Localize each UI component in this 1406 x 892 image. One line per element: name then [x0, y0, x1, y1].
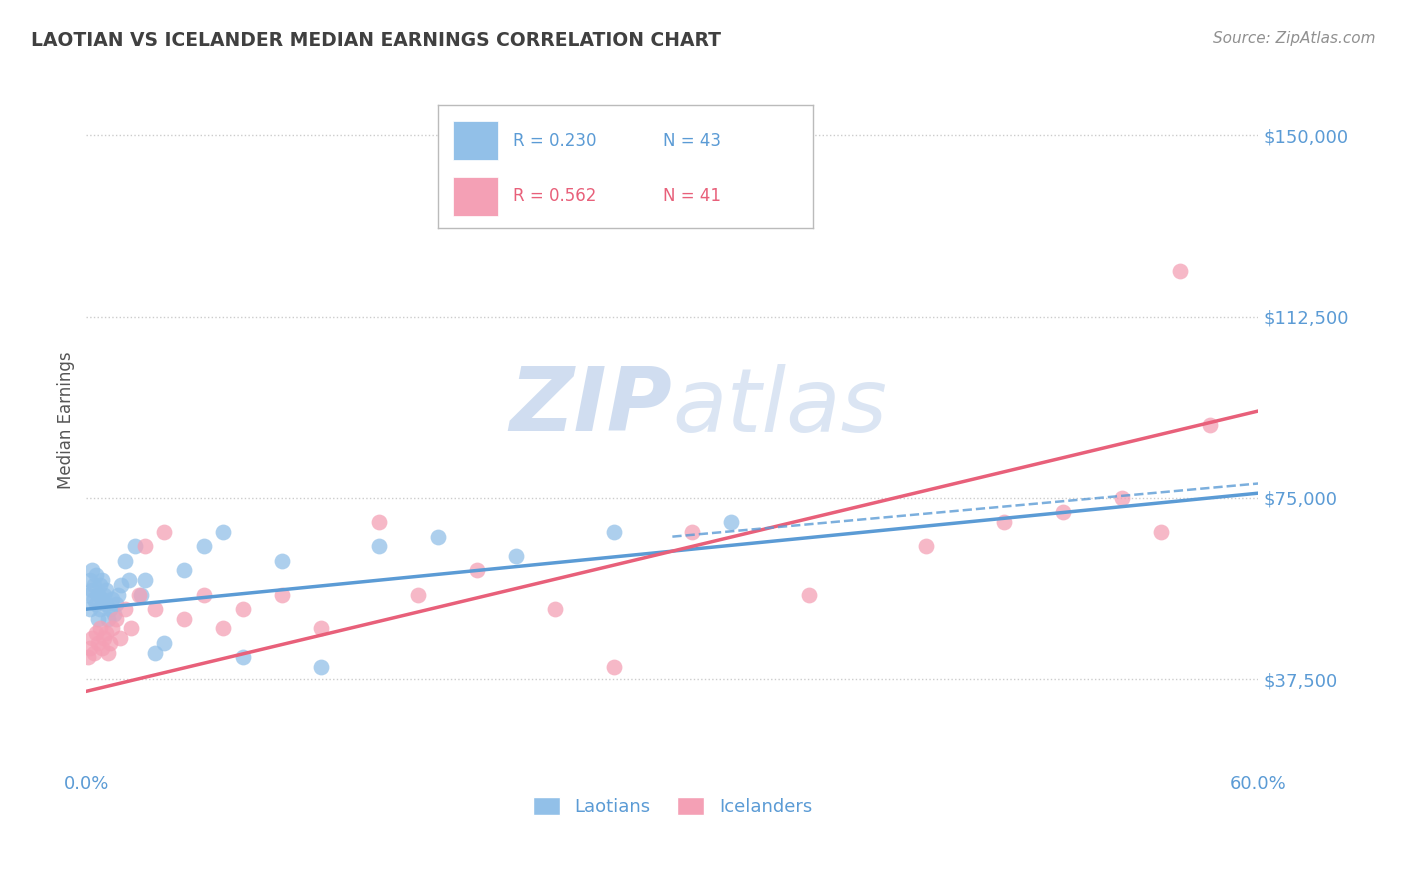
Point — [134, 573, 156, 587]
Point — [90, 592, 112, 607]
Point — [603, 524, 626, 539]
Point — [98, 636, 121, 650]
Point — [94, 582, 117, 597]
Point — [97, 646, 120, 660]
Point — [193, 539, 215, 553]
Point — [94, 597, 117, 611]
Point — [368, 539, 391, 553]
Point — [110, 578, 132, 592]
Text: atlas: atlas — [672, 364, 887, 450]
Point — [1150, 524, 1173, 539]
Point — [143, 602, 166, 616]
Point — [93, 588, 115, 602]
Point — [87, 636, 110, 650]
Point — [544, 602, 567, 616]
Point — [100, 622, 122, 636]
Point — [114, 554, 136, 568]
Point — [79, 640, 101, 655]
Point — [82, 631, 104, 645]
Point — [232, 650, 254, 665]
Point — [83, 592, 105, 607]
Point — [1198, 418, 1220, 433]
Point — [107, 588, 129, 602]
Point — [232, 602, 254, 616]
Point — [212, 622, 235, 636]
Point — [83, 646, 105, 660]
Point — [90, 573, 112, 587]
Point — [104, 597, 127, 611]
Point — [309, 622, 332, 636]
Text: Source: ZipAtlas.com: Source: ZipAtlas.com — [1212, 31, 1375, 46]
Point — [128, 588, 150, 602]
Point — [153, 636, 176, 650]
Point — [84, 626, 107, 640]
Point — [87, 612, 110, 626]
Point — [120, 622, 142, 636]
Point — [77, 588, 100, 602]
Point — [915, 539, 938, 553]
Point — [87, 588, 110, 602]
Point — [79, 573, 101, 587]
Point — [104, 612, 127, 626]
Point — [82, 582, 104, 597]
Point — [79, 602, 101, 616]
Point — [465, 564, 488, 578]
Point — [270, 554, 292, 568]
Point — [173, 564, 195, 578]
Point — [1111, 491, 1133, 505]
Point — [84, 597, 107, 611]
Point — [993, 515, 1015, 529]
Point — [134, 539, 156, 553]
Point — [89, 622, 111, 636]
Point — [426, 530, 449, 544]
Point — [93, 631, 115, 645]
Point — [505, 549, 527, 563]
Text: ZIP: ZIP — [509, 363, 672, 450]
Point — [89, 578, 111, 592]
Point — [90, 640, 112, 655]
Point — [124, 539, 146, 553]
Point — [797, 588, 820, 602]
Point — [1052, 506, 1074, 520]
Point — [309, 660, 332, 674]
Point — [270, 588, 292, 602]
Point — [98, 602, 121, 616]
Point — [193, 588, 215, 602]
Point — [173, 612, 195, 626]
Point — [100, 592, 122, 607]
Point — [118, 573, 141, 587]
Point — [681, 524, 703, 539]
Point — [97, 612, 120, 626]
Point — [77, 650, 100, 665]
Text: LAOTIAN VS ICELANDER MEDIAN EARNINGS CORRELATION CHART: LAOTIAN VS ICELANDER MEDIAN EARNINGS COR… — [31, 31, 721, 50]
Point — [83, 578, 105, 592]
Point — [1168, 264, 1191, 278]
Point — [114, 602, 136, 616]
Y-axis label: Median Earnings: Median Earnings — [58, 351, 75, 490]
Point — [108, 631, 131, 645]
Point — [94, 626, 117, 640]
Point — [408, 588, 430, 602]
Point — [129, 588, 152, 602]
Point — [103, 607, 125, 621]
Point — [89, 602, 111, 616]
Point — [212, 524, 235, 539]
Point — [368, 515, 391, 529]
Point — [153, 524, 176, 539]
Point — [143, 646, 166, 660]
Point — [84, 568, 107, 582]
Point — [82, 564, 104, 578]
Point — [603, 660, 626, 674]
Legend: Laotians, Icelanders: Laotians, Icelanders — [526, 789, 820, 823]
Point — [720, 515, 742, 529]
